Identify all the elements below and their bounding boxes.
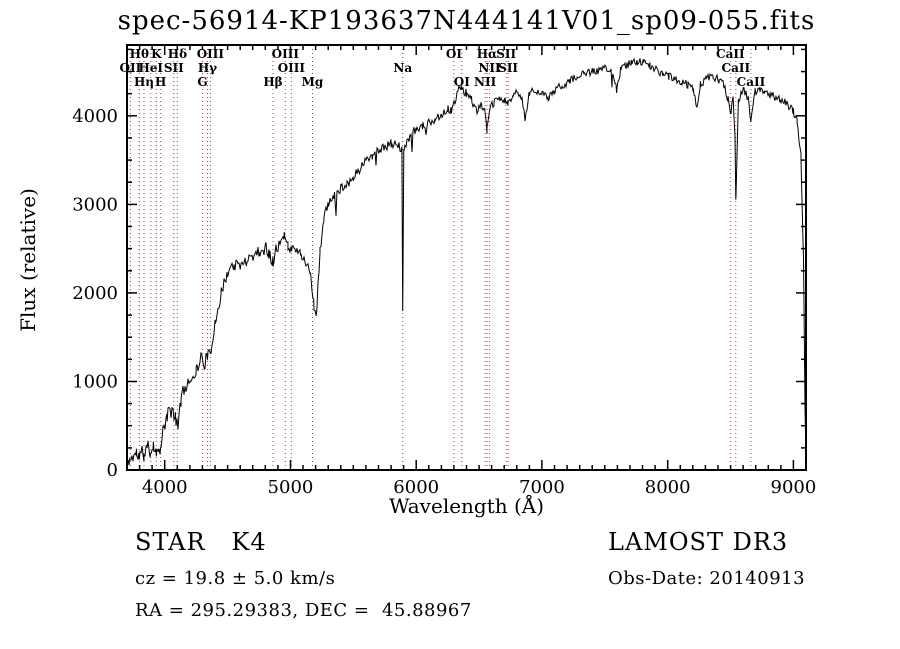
spectral-line-label: SII — [496, 47, 516, 61]
x-axis-title: Wavelength (Å) — [388, 494, 545, 518]
spectral-line-label: G — [197, 75, 207, 89]
spectral-line-label: CaII — [716, 47, 745, 61]
spectral-line-label: Hα — [477, 47, 498, 61]
y-tick-label: 0 — [107, 460, 118, 481]
x-tick-label: 9000 — [771, 477, 817, 498]
spectral-line-label: NII — [478, 61, 501, 75]
spectral-line-label: Na — [393, 61, 412, 75]
spectral-line-label: OII — [120, 61, 142, 75]
spectral-line-label: Hθ — [130, 47, 149, 61]
spectral-line-label: Hδ — [168, 47, 187, 61]
spectral-line-label: SII — [498, 61, 518, 75]
spectral-line-label: OIII — [272, 47, 300, 61]
spectral-line-label: Hβ — [263, 75, 282, 89]
axis-ticks — [126, 45, 807, 471]
spectral-line-label: Hη — [134, 75, 154, 89]
spectral-line-label: CaII — [722, 61, 751, 75]
spectral-line-label: NII — [474, 75, 497, 89]
spectral-line-label: OI — [454, 75, 470, 89]
spectral-line-label: HeI — [138, 61, 163, 75]
spectral-line-label: Mg — [302, 75, 324, 89]
classification-text: STAR K4 — [135, 528, 267, 556]
obs-date-text: Obs-Date: 20140913 — [608, 568, 806, 589]
spectral-line-label: K — [151, 47, 162, 61]
y-tick-label: 4000 — [72, 106, 118, 127]
plot-border — [126, 44, 807, 471]
cz-text: cz = 19.8 ± 5.0 km/s — [135, 568, 336, 589]
spectrum-line — [126, 57, 807, 466]
y-axis-title: Flux (relative) — [16, 188, 40, 332]
spectral-line-label: OI — [446, 47, 462, 61]
spectral-line-label: SII — [164, 61, 184, 75]
survey-text: LAMOST DR3 — [608, 528, 789, 556]
tick-labels: 4000 5000 6000 7000 8000 9000 0 1000 2000 3000 400… — [72, 106, 816, 498]
y-tick-label: 2000 — [72, 283, 118, 304]
x-tick-label: 8000 — [645, 477, 691, 498]
x-tick-label: 4000 — [142, 477, 188, 498]
plot-title: spec-56914-KP193637N444141V01_sp09-055.f… — [117, 6, 816, 36]
coords-text: RA = 295.29383, DEC = 45.88967 — [135, 600, 472, 621]
spectral-line-label: H — [155, 75, 166, 89]
spectral-line-label: OIII — [197, 47, 225, 61]
spectral-line-label: CaII — [737, 75, 766, 89]
x-tick-label: 6000 — [393, 477, 439, 498]
y-tick-label: 1000 — [72, 371, 118, 392]
spectral-line-label: OIII — [278, 61, 306, 75]
x-tick-label: 7000 — [519, 477, 565, 498]
y-tick-label: 3000 — [72, 194, 118, 215]
x-tick-label: 5000 — [268, 477, 314, 498]
spectral-line-label: Hγ — [198, 61, 217, 75]
spectral-lines: OIIHθHηHeIKHSIIHδGHγOIIIHβOIIIOIIIMgNaOI… — [120, 45, 766, 470]
